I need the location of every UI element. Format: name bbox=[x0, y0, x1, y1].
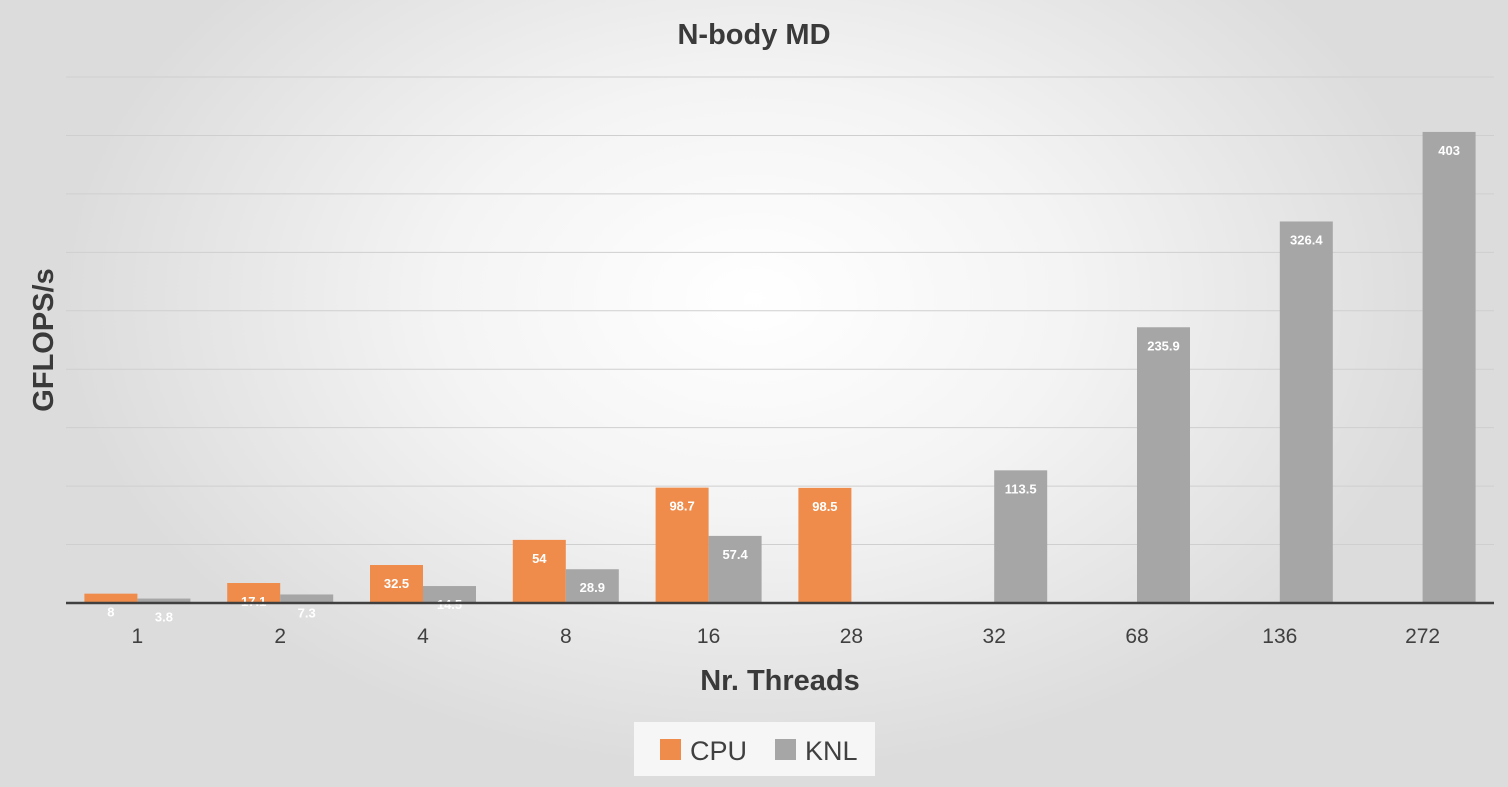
data-label-knl: 403 bbox=[1438, 143, 1460, 158]
bar-cpu bbox=[798, 487, 852, 603]
bar-knl bbox=[708, 535, 762, 603]
data-label-cpu: 98.5 bbox=[812, 499, 837, 514]
bar-knl bbox=[565, 569, 619, 603]
data-label-cpu: 32.5 bbox=[384, 576, 409, 591]
legend-label-cpu: CPU bbox=[690, 736, 747, 766]
x-tick-label: 28 bbox=[840, 625, 863, 648]
x-tick-label: 2 bbox=[274, 625, 286, 648]
data-labels: 8 3.8 17.1 7.3 32.5 14.5 54 28.9 98.7 57.4 98.5 113… bbox=[107, 143, 1460, 625]
data-label-cpu: 8 bbox=[107, 605, 114, 620]
bar-cpu bbox=[370, 565, 423, 603]
x-tick-labels: 1 2 4 8 16 28 32 68 136 272 bbox=[132, 625, 1441, 648]
data-label-knl: 235.9 bbox=[1147, 338, 1180, 353]
legend-label-knl: KNL bbox=[805, 736, 858, 766]
legend-swatch-knl bbox=[775, 739, 796, 760]
bar-knl bbox=[1422, 131, 1476, 603]
bar-knl bbox=[994, 470, 1048, 603]
data-label-knl: 28.9 bbox=[580, 580, 605, 595]
data-label-cpu: 54 bbox=[532, 551, 547, 566]
data-label-knl: 113.5 bbox=[1005, 481, 1037, 496]
x-tick-label: 272 bbox=[1405, 625, 1440, 648]
chart-title: N-body MD bbox=[677, 19, 830, 51]
x-tick-label: 32 bbox=[983, 625, 1006, 648]
x-tick-label: 68 bbox=[1125, 625, 1148, 648]
legend-swatch-cpu bbox=[660, 739, 681, 760]
data-label-knl: 57.4 bbox=[722, 547, 748, 562]
data-label-cpu: 17.1 bbox=[241, 594, 266, 609]
x-tick-label: 4 bbox=[417, 625, 429, 648]
x-tick-label: 16 bbox=[697, 625, 720, 648]
bar-cpu bbox=[655, 487, 709, 603]
x-tick-label: 136 bbox=[1262, 625, 1297, 648]
legend: CPU KNL bbox=[634, 722, 875, 776]
data-label-knl: 14.5 bbox=[437, 597, 462, 612]
data-label-cpu: 98.7 bbox=[669, 499, 694, 514]
data-label-knl: 3.8 bbox=[155, 610, 173, 625]
bars bbox=[84, 131, 1476, 603]
bar-knl bbox=[1279, 221, 1333, 603]
bar-knl bbox=[1137, 327, 1190, 603]
gridlines bbox=[66, 76, 1494, 546]
bar-knl bbox=[137, 598, 191, 603]
data-label-knl: 7.3 bbox=[298, 605, 316, 620]
x-tick-label: 8 bbox=[560, 625, 572, 648]
x-tick-label: 1 bbox=[132, 625, 144, 648]
x-axis-label: Nr. Threads bbox=[700, 665, 860, 697]
bar-knl bbox=[423, 586, 476, 603]
bar-cpu bbox=[512, 539, 566, 603]
data-label-knl: 326.4 bbox=[1290, 232, 1323, 247]
bar-knl bbox=[280, 594, 334, 603]
bar-cpu bbox=[84, 593, 138, 603]
bar-cpu bbox=[227, 583, 281, 603]
y-axis-label: GFLOPS/s bbox=[28, 268, 60, 411]
